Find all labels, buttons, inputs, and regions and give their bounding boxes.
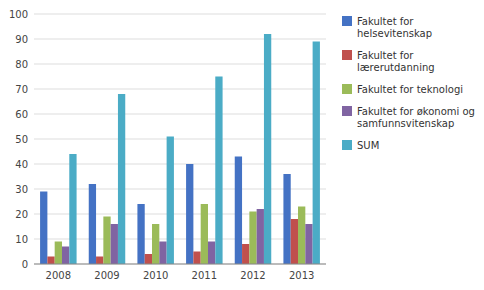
bar bbox=[47, 257, 54, 265]
grid-line bbox=[34, 164, 326, 165]
bar bbox=[215, 77, 222, 265]
chart: 0 10 20 30 40 50 60 70 80 90 100 2008 2009 2010 2011 20… bbox=[0, 0, 484, 290]
legend-label-line: helsevitenskap bbox=[357, 28, 432, 39]
bar bbox=[291, 219, 298, 264]
y-tick-label: 0 bbox=[22, 259, 28, 270]
legend: Fakultet forhelsevitenskapFakultet forlæ… bbox=[342, 16, 475, 151]
legend-label: SUM bbox=[357, 140, 379, 151]
bar bbox=[235, 157, 242, 265]
y-tick-label: 30 bbox=[15, 184, 28, 195]
legend-label: Fakultet forlærerutdanning bbox=[357, 50, 435, 73]
legend-swatch bbox=[342, 16, 352, 26]
grid-line bbox=[34, 39, 326, 40]
legend-swatch bbox=[342, 140, 352, 150]
bar bbox=[313, 42, 320, 265]
bar bbox=[298, 207, 305, 265]
legend-label-line: Fakultet for bbox=[357, 16, 414, 27]
grid-line bbox=[34, 189, 326, 190]
bar bbox=[111, 224, 118, 264]
bar bbox=[96, 257, 103, 265]
legend-swatch bbox=[342, 106, 352, 116]
legend-label: Fakultet forhelsevitenskap bbox=[357, 16, 432, 39]
x-tick-label: 2008 bbox=[46, 270, 71, 281]
y-tick-label: 10 bbox=[15, 234, 28, 245]
bar bbox=[40, 192, 47, 265]
bar bbox=[242, 244, 249, 264]
bar bbox=[283, 174, 290, 264]
bar bbox=[249, 212, 256, 265]
legend-label-line: SUM bbox=[357, 140, 379, 151]
x-axis-line bbox=[34, 264, 326, 265]
x-tick-label: 2010 bbox=[143, 270, 168, 281]
bar bbox=[55, 242, 62, 265]
bar bbox=[208, 242, 215, 265]
y-tick-label: 40 bbox=[15, 159, 28, 170]
x-tick-label: 2009 bbox=[94, 270, 119, 281]
legend-swatch bbox=[342, 84, 352, 94]
legend-label-line: Fakultet for bbox=[357, 50, 414, 61]
bar bbox=[167, 137, 174, 265]
chart-container: 0 10 20 30 40 50 60 70 80 90 100 2008 2009 2010 2011 20… bbox=[0, 0, 484, 290]
bars bbox=[40, 34, 320, 264]
grid-line bbox=[34, 89, 326, 90]
grid bbox=[34, 14, 326, 264]
x-tick-label: 2012 bbox=[240, 270, 265, 281]
bar bbox=[264, 34, 271, 264]
bar bbox=[193, 252, 200, 265]
bar bbox=[145, 254, 152, 264]
grid-line bbox=[34, 114, 326, 115]
grid-line bbox=[34, 214, 326, 215]
y-tick-label: 20 bbox=[15, 209, 28, 220]
legend-label-line: samfunnsvitenskap bbox=[357, 118, 454, 129]
y-tick-label: 70 bbox=[15, 84, 28, 95]
y-tick-label: 80 bbox=[15, 59, 28, 70]
bar bbox=[103, 217, 110, 265]
grid-line bbox=[34, 239, 326, 240]
bar bbox=[186, 164, 193, 264]
bar bbox=[257, 209, 264, 264]
legend-swatch bbox=[342, 50, 352, 60]
bar bbox=[69, 154, 76, 264]
legend-label-line: lærerutdanning bbox=[357, 62, 435, 73]
legend-label-line: Fakultet for økonomi og bbox=[357, 106, 475, 117]
y-tick-label: 60 bbox=[15, 109, 28, 120]
y-tick-label: 90 bbox=[15, 34, 28, 45]
x-tick-label: 2013 bbox=[289, 270, 314, 281]
bar bbox=[152, 224, 159, 264]
bar bbox=[62, 247, 69, 265]
bar bbox=[305, 224, 312, 264]
bar bbox=[201, 204, 208, 264]
grid-line bbox=[34, 64, 326, 65]
legend-label: Fakultet for teknologi bbox=[357, 84, 463, 95]
x-tick-label: 2011 bbox=[192, 270, 217, 281]
y-tick-label: 50 bbox=[15, 134, 28, 145]
y-tick-label: 100 bbox=[9, 9, 28, 20]
bar bbox=[137, 204, 144, 264]
grid-line bbox=[34, 139, 326, 140]
legend-label-line: Fakultet for teknologi bbox=[357, 84, 463, 95]
grid-line bbox=[34, 264, 326, 265]
bar bbox=[118, 94, 125, 264]
bar bbox=[89, 184, 96, 264]
grid-line bbox=[34, 14, 326, 15]
legend-label: Fakultet for økonomi ogsamfunnsvitenskap bbox=[357, 106, 475, 129]
bar bbox=[159, 242, 166, 265]
